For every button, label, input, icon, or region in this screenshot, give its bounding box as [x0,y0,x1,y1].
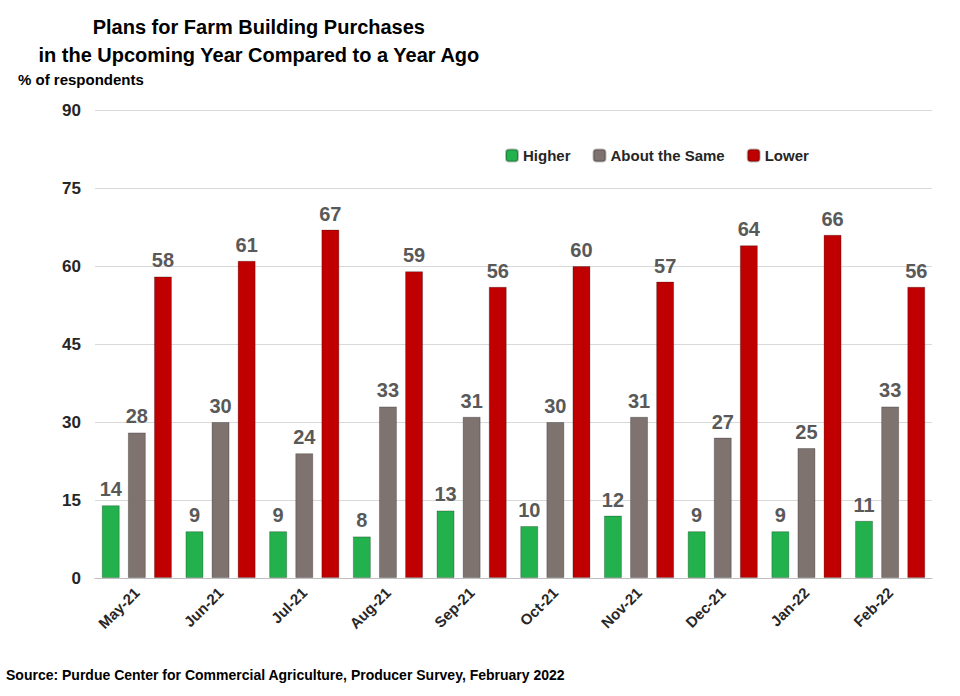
svg-text:61: 61 [236,234,258,256]
svg-text:Jun-21: Jun-21 [180,584,226,630]
svg-text:12: 12 [602,489,624,511]
svg-text:56: 56 [487,260,509,282]
svg-text:Dec-21: Dec-21 [682,584,729,631]
svg-text:30: 30 [209,395,231,417]
svg-text:Nov-21: Nov-21 [598,584,645,631]
svg-text:Higher: Higher [523,147,571,164]
svg-text:9: 9 [273,504,284,526]
svg-text:11: 11 [853,494,874,516]
svg-text:15: 15 [62,491,81,510]
svg-text:60: 60 [570,239,592,261]
svg-text:Plans for Farm Building Purcha: Plans for Farm Building Purchases [93,16,425,38]
svg-text:66: 66 [821,208,843,230]
svg-text:10: 10 [518,499,540,521]
svg-text:27: 27 [712,411,734,433]
svg-text:56: 56 [905,260,927,282]
svg-text:67: 67 [319,203,341,225]
svg-text:Sep-21: Sep-21 [431,584,478,631]
svg-text:About the Same: About the Same [611,147,725,164]
svg-text:45: 45 [62,335,81,354]
svg-text:in the Upcoming Year Compared: in the Upcoming Year Compared to a Year … [38,44,479,66]
svg-text:75: 75 [62,179,81,198]
svg-text:58: 58 [152,249,174,271]
svg-text:31: 31 [628,390,650,412]
svg-text:% of respondents: % of respondents [18,71,144,88]
svg-text:14: 14 [100,478,123,500]
svg-text:24: 24 [293,426,316,448]
svg-text:Jul-21: Jul-21 [268,584,311,627]
svg-text:57: 57 [654,255,676,277]
svg-text:28: 28 [126,405,148,427]
svg-text:60: 60 [62,257,81,276]
svg-text:Jan-22: Jan-22 [767,584,813,630]
svg-text:31: 31 [461,390,483,412]
svg-text:59: 59 [403,244,425,266]
svg-text:Source: Purdue Center for Comm: Source: Purdue Center for Commercial Agr… [6,667,565,683]
svg-text:33: 33 [879,379,901,401]
svg-text:0: 0 [72,569,81,588]
svg-text:90: 90 [62,101,81,120]
svg-text:30: 30 [544,395,566,417]
svg-text:Feb-22: Feb-22 [850,584,896,630]
svg-text:64: 64 [738,218,761,240]
svg-text:30: 30 [62,413,81,432]
svg-text:9: 9 [775,504,786,526]
svg-text:Aug-21: Aug-21 [346,584,394,632]
svg-text:May-21: May-21 [95,584,143,632]
svg-text:9: 9 [691,504,702,526]
svg-text:Oct-21: Oct-21 [516,584,561,629]
svg-text:8: 8 [356,509,367,531]
svg-text:25: 25 [795,421,817,443]
svg-text:Lower: Lower [765,147,809,164]
svg-text:13: 13 [434,483,456,505]
svg-text:9: 9 [189,504,200,526]
svg-text:33: 33 [377,379,399,401]
